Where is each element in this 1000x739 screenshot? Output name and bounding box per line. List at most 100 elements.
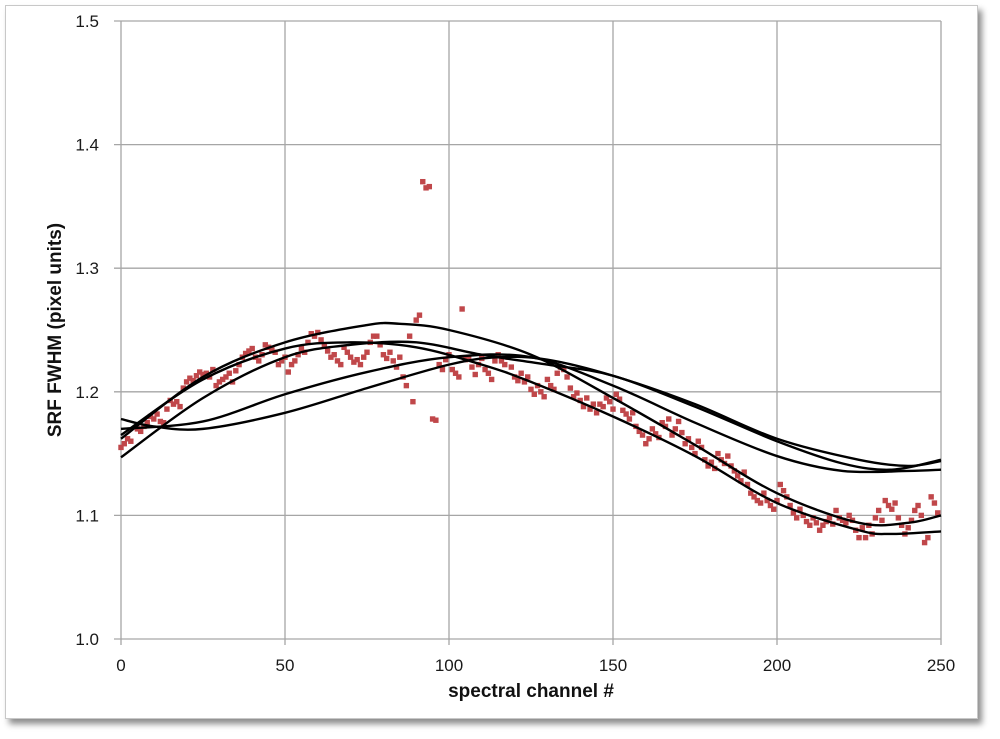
data-point-marker: [616, 396, 623, 402]
data-point-marker: [613, 391, 619, 397]
data-point-marker: [859, 525, 865, 531]
data-point-marker: [472, 371, 478, 378]
data-point-marker: [413, 317, 419, 323]
data-point-marker: [390, 358, 396, 364]
data-point-marker: [931, 500, 938, 506]
data-point-marker: [311, 333, 318, 339]
data-point-marker: [885, 502, 892, 509]
data-point-marker: [465, 354, 472, 360]
data-point-marker: [623, 411, 629, 417]
y-tick-label: 1.2: [75, 383, 99, 402]
data-point-marker: [449, 366, 455, 373]
data-point-marker: [544, 376, 551, 383]
data-point-marker: [249, 345, 255, 352]
data-point-marker: [600, 403, 606, 410]
data-point-marker: [734, 473, 741, 479]
data-point-marker: [403, 382, 410, 389]
data-point-marker: [233, 368, 239, 374]
data-point-marker: [433, 417, 439, 423]
data-point-marker: [652, 431, 659, 437]
data-point-marker: [685, 436, 692, 442]
data-point-marker: [170, 401, 177, 407]
data-point-marker: [607, 398, 613, 405]
y-axis-title: SRF FWHM (pixel units): [45, 223, 66, 437]
data-point-marker: [380, 352, 387, 358]
data-point-marker: [295, 352, 301, 358]
data-point-marker: [216, 379, 223, 385]
data-point-marker: [426, 183, 433, 190]
data-point-marker: [436, 361, 442, 368]
data-point-marker: [406, 333, 413, 339]
data-point-marker: [574, 390, 580, 396]
data-point-marker: [846, 512, 852, 519]
data-point-marker: [790, 510, 797, 516]
data-point-marker: [649, 426, 656, 432]
data-point-marker: [889, 506, 895, 512]
data-point-marker: [521, 379, 528, 385]
data-point-marker: [387, 349, 393, 355]
data-point-marker: [121, 441, 127, 447]
data-point-marker: [698, 444, 705, 451]
fit-curve-line: [120, 355, 942, 468]
fit-curve-line: [120, 341, 942, 536]
fit-curve-line: [120, 321, 942, 527]
data-point-marker: [246, 348, 252, 354]
x-axis-title: spectral channel #: [448, 681, 614, 702]
fit-curve-line: [120, 340, 942, 471]
data-point-marker: [334, 358, 341, 364]
data-point-marker: [793, 515, 800, 521]
data-point-marker: [298, 345, 305, 352]
data-point-marker: [610, 406, 616, 412]
data-point-marker: [456, 374, 462, 380]
data-point-marker: [154, 411, 160, 417]
chart-frame: [5, 5, 978, 719]
data-point-marker: [882, 497, 888, 504]
data-point-marker: [174, 398, 180, 405]
data-point-marker: [797, 506, 803, 512]
data-point-marker: [338, 361, 344, 368]
data-point-marker: [757, 500, 764, 506]
data-point-marker: [872, 515, 879, 521]
data-point-marker: [744, 481, 751, 488]
data-point-marker: [374, 333, 380, 339]
data-point-marker: [564, 374, 570, 380]
data-point-marker: [636, 428, 642, 435]
data-point-marker: [452, 370, 459, 376]
data-point-marker: [429, 416, 436, 422]
data-point-marker: [679, 429, 685, 436]
data-point-marker: [892, 500, 898, 506]
data-point-marker: [219, 376, 226, 383]
data-point-marker: [584, 395, 590, 401]
data-point-marker: [308, 331, 314, 337]
data-point-marker: [292, 358, 298, 364]
data-point-marker: [439, 366, 446, 373]
data-point-marker: [833, 507, 839, 514]
data-point-marker: [364, 349, 370, 355]
y-tick-label: 1.4: [75, 136, 99, 155]
data-point-marker: [626, 416, 633, 422]
data-point-marker: [702, 457, 708, 463]
data-point-marker: [813, 520, 820, 526]
data-point-marker: [800, 512, 806, 519]
data-point-marker: [879, 517, 885, 524]
data-point-marker: [361, 354, 367, 360]
data-point-marker: [643, 441, 649, 447]
data-point-marker: [659, 420, 665, 426]
data-point-marker: [324, 348, 331, 354]
y-tick-label: 1.0: [75, 630, 99, 649]
data-point-marker: [774, 497, 780, 504]
data-point-marker: [777, 481, 783, 488]
data-point-marker: [242, 350, 249, 357]
data-point-marker: [341, 344, 347, 351]
data-point-marker: [213, 382, 219, 389]
data-point-marker: [187, 375, 193, 381]
data-point-marker: [551, 386, 557, 393]
data-point-marker: [423, 185, 429, 191]
data-point-marker: [485, 370, 492, 376]
data-point-marker: [761, 490, 767, 496]
data-point-marker: [908, 517, 915, 524]
data-point-marker: [328, 354, 334, 360]
data-point-marker: [410, 398, 416, 405]
data-point-marker: [285, 369, 291, 375]
data-point-marker: [236, 361, 242, 368]
